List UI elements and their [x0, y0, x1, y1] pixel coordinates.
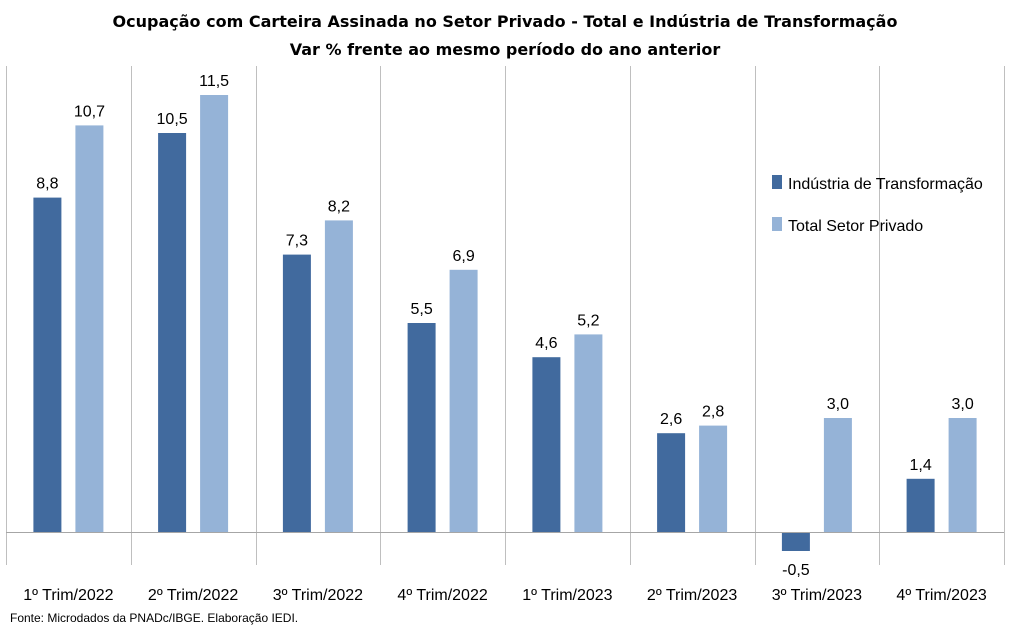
bars [33, 95, 977, 551]
gridlines [6, 66, 1005, 565]
x-tick-label: 2º Trim/2023 [647, 587, 737, 604]
data-label-industria-4: 4,6 [535, 335, 557, 352]
bar-total-4 [574, 334, 603, 532]
bar-total-6 [823, 418, 852, 532]
bar-total-2 [324, 220, 353, 532]
x-tick-label: 3º Trim/2023 [772, 587, 862, 604]
bar-total-5 [699, 425, 728, 532]
data-label-industria-1: 10,5 [157, 111, 188, 128]
legend-label-industria: Indústria de Transformação [788, 176, 983, 193]
data-label-total-7: 3,0 [951, 396, 973, 413]
x-tick-label: 3º Trim/2022 [273, 587, 363, 604]
legend: Indústria de Transformação Total Setor P… [772, 175, 983, 235]
data-label-industria-0: 8,8 [36, 176, 58, 193]
data-label-total-0: 10,7 [74, 103, 105, 120]
bar-industria-5 [657, 433, 686, 532]
bar-industria-3 [407, 323, 436, 532]
data-label-total-3: 6,9 [452, 248, 474, 265]
chart-title: Ocupação com Carteira Assinada no Setor … [113, 12, 898, 31]
data-label-total-1: 11,5 [199, 73, 229, 90]
bar-total-0 [75, 125, 104, 533]
x-tick-label: 4º Trim/2022 [397, 587, 487, 604]
bar-industria-2 [282, 254, 311, 532]
x-tick-label: 4º Trim/2023 [896, 587, 986, 604]
data-label-total-5: 2,8 [702, 404, 724, 421]
data-label-industria-5: 2,6 [660, 411, 682, 428]
legend-swatch-total [772, 217, 782, 231]
bar-industria-0 [33, 197, 62, 532]
chart-subtitle: Var % frente ao mesmo período do ano ant… [290, 40, 721, 59]
data-label-industria-7: 1,4 [909, 457, 931, 474]
x-tick-label: 1º Trim/2022 [23, 587, 113, 604]
data-label-industria-2: 7,3 [286, 233, 308, 250]
bar-total-3 [449, 269, 478, 532]
data-label-industria-3: 5,5 [410, 301, 432, 318]
bar-total-7 [948, 418, 977, 532]
bar-industria-6 [781, 532, 810, 551]
legend-label-total: Total Setor Privado [788, 218, 923, 235]
data-label-total-4: 5,2 [577, 312, 599, 329]
data-label-total-2: 8,2 [328, 198, 350, 215]
data-labels: 8,8 10,7 10,5 11,5 7,3 8,2 5,5 6,9 4,6 5,2 2,6 2,8 -… [36, 73, 974, 579]
data-label-industria-6: -0,5 [782, 562, 810, 579]
source-note: Fonte: Microdados da PNADc/IBGE. Elabora… [10, 611, 298, 625]
x-tick-label: 2º Trim/2022 [148, 587, 238, 604]
bar-industria-7 [906, 478, 935, 532]
data-label-total-6: 3,0 [827, 396, 849, 413]
x-axis-ticks: 1º Trim/2022 2º Trim/2022 3º Trim/2022 4º T… [23, 587, 987, 604]
bar-industria-4 [532, 357, 561, 532]
x-tick-label: 1º Trim/2023 [522, 587, 612, 604]
bar-total-1 [200, 95, 229, 532]
bar-industria-1 [158, 133, 187, 532]
legend-swatch-industria [772, 175, 782, 189]
